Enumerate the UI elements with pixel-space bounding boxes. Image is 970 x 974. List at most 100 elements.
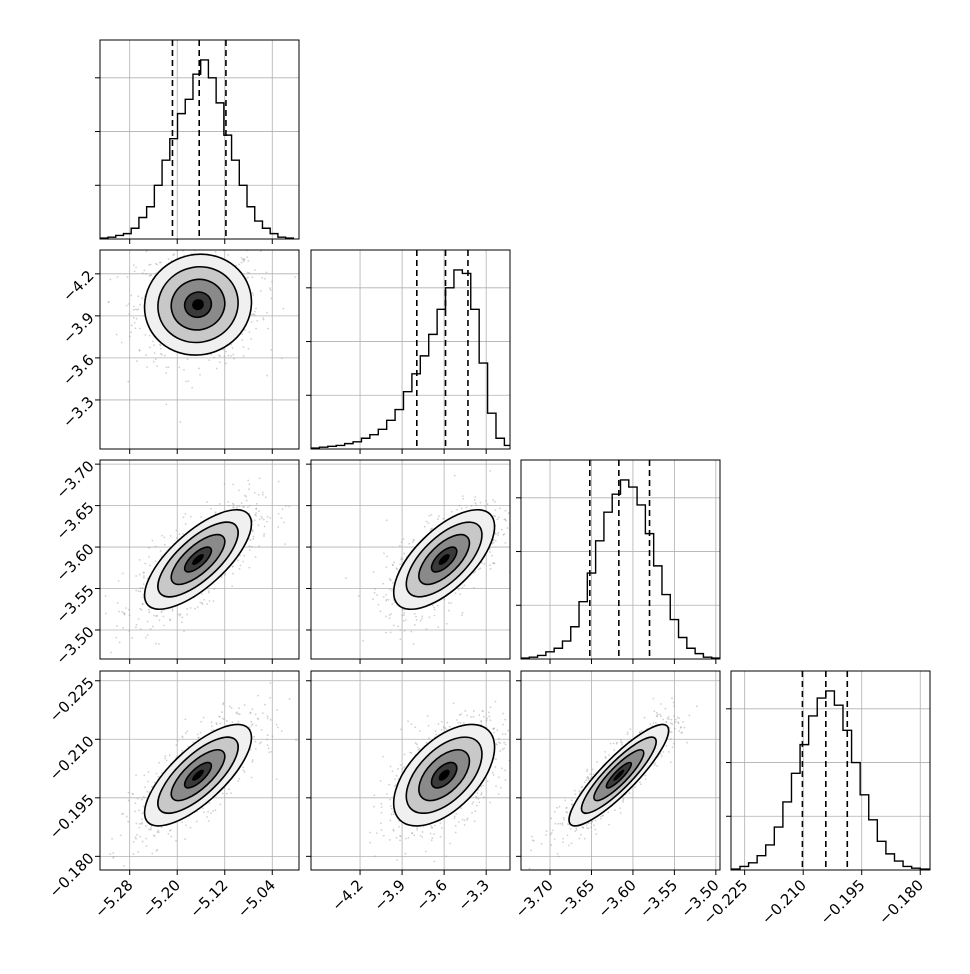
- sample-point: [460, 807, 462, 809]
- joint-panel: −4.2−3.9−3.6−3.3: [306, 671, 517, 915]
- sample-point: [117, 602, 119, 604]
- sample-point: [399, 564, 401, 566]
- sample-point: [486, 720, 488, 722]
- sample-point: [389, 614, 391, 616]
- sample-point: [475, 796, 477, 798]
- sample-point: [462, 819, 464, 821]
- sample-point: [128, 875, 130, 877]
- sample-point: [502, 749, 504, 751]
- sample-point: [498, 741, 500, 743]
- sample-point: [495, 540, 497, 542]
- sample-point: [386, 793, 388, 795]
- sample-point: [222, 236, 224, 238]
- sample-point: [434, 609, 436, 611]
- sample-point: [425, 851, 427, 853]
- sample-point: [200, 516, 202, 518]
- sample-point: [390, 613, 392, 615]
- sample-point: [278, 481, 280, 483]
- sample-point: [166, 366, 168, 368]
- x-tick-label: −0.195: [817, 876, 869, 928]
- sample-point: [203, 599, 205, 601]
- sample-point: [515, 692, 517, 694]
- sample-point: [267, 734, 269, 736]
- sample-point: [435, 734, 437, 736]
- sample-point: [252, 538, 254, 540]
- sample-point: [498, 532, 500, 534]
- sample-point: [170, 535, 172, 537]
- sample-point: [219, 723, 221, 725]
- sample-point: [502, 713, 504, 715]
- sample-point: [244, 704, 246, 706]
- sample-point: [403, 553, 405, 555]
- histogram-step-line: [311, 270, 513, 449]
- sample-point: [201, 602, 203, 604]
- sample-point: [146, 845, 148, 847]
- sample-point: [155, 358, 157, 360]
- sample-point: [455, 592, 457, 594]
- sample-point: [137, 308, 139, 310]
- sample-point: [421, 836, 423, 838]
- sample-point: [156, 615, 158, 617]
- sample-point: [396, 859, 398, 861]
- sample-point: [463, 722, 465, 724]
- sample-point: [215, 511, 217, 513]
- sample-point: [505, 733, 507, 735]
- sample-point: [496, 729, 498, 731]
- sample-point: [422, 831, 424, 833]
- sample-point: [145, 825, 147, 827]
- sample-point: [504, 542, 506, 544]
- y-tick-label: −0.195: [46, 791, 98, 843]
- sample-point: [222, 717, 224, 719]
- sample-point: [654, 764, 656, 766]
- sample-point: [488, 711, 490, 713]
- sample-point: [135, 823, 137, 825]
- sample-point: [171, 240, 173, 242]
- sample-point: [253, 736, 255, 738]
- sample-point: [227, 501, 229, 503]
- sample-point: [385, 594, 387, 596]
- sample-point: [231, 585, 233, 587]
- sample-point: [164, 537, 166, 539]
- sample-point: [574, 790, 576, 792]
- sample-point: [121, 342, 123, 344]
- sample-point: [185, 732, 187, 734]
- sample-point: [247, 277, 249, 279]
- sample-point: [237, 780, 239, 782]
- sample-point: [250, 721, 252, 723]
- sample-point: [126, 816, 128, 818]
- sample-point: [464, 819, 466, 821]
- y-tick-label: −3.9: [59, 309, 97, 347]
- sample-point: [462, 498, 464, 500]
- sample-point: [141, 812, 143, 814]
- sample-point: [456, 509, 458, 511]
- sample-point: [258, 545, 260, 547]
- sample-point: [428, 522, 430, 524]
- sample-point: [271, 751, 273, 753]
- sample-point: [111, 838, 113, 840]
- sample-point: [381, 829, 383, 831]
- sample-point: [443, 726, 445, 728]
- sample-point: [414, 726, 416, 728]
- sample-point: [622, 799, 624, 801]
- sample-point: [184, 718, 186, 720]
- sample-point: [259, 477, 261, 479]
- sample-point: [134, 802, 136, 804]
- sample-point: [389, 799, 391, 801]
- sample-point: [446, 728, 448, 730]
- histogram-step-line: [100, 60, 293, 239]
- sample-point: [502, 733, 504, 735]
- sample-point: [373, 571, 375, 573]
- sample-point: [435, 730, 437, 732]
- sample-point: [252, 529, 254, 531]
- sample-point: [494, 501, 496, 503]
- sample-point: [258, 510, 260, 512]
- sample-point: [190, 516, 192, 518]
- histogram-panel: [95, 40, 299, 244]
- sample-point: [294, 276, 296, 278]
- sample-point: [185, 825, 187, 827]
- sample-point: [269, 517, 271, 519]
- sample-point: [122, 573, 124, 575]
- sample-point: [248, 545, 250, 547]
- sample-point: [186, 246, 188, 248]
- sample-point: [503, 748, 505, 750]
